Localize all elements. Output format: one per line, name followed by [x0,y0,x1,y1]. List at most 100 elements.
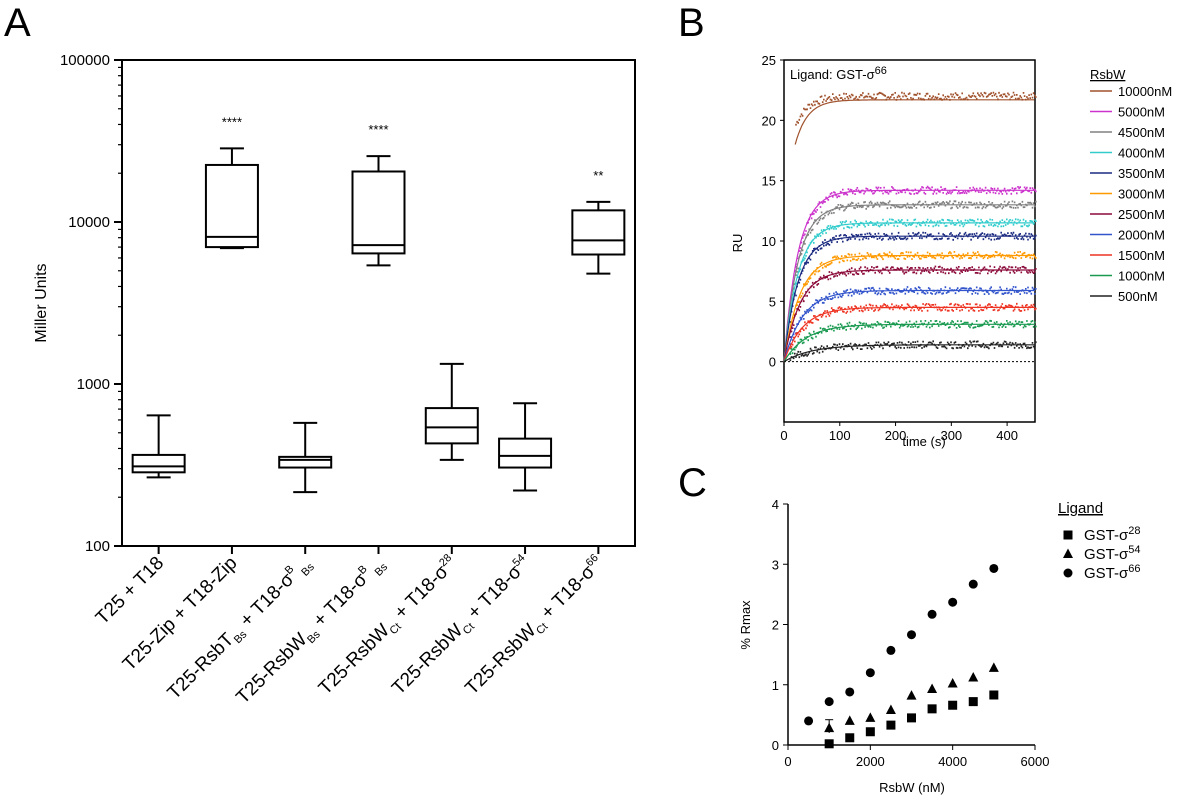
y-axis-label-c: % Rmax [738,600,753,650]
x-tick-label-b: 200 [885,428,907,443]
legend-label-b: 3500nM [1118,166,1165,181]
legend-marker-c [1063,530,1073,540]
y-axis-label-a: Miller Units [33,263,50,342]
x-axis-label-b: time (s) [902,434,945,449]
x-tick-label-b: 400 [996,428,1018,443]
fit-curve [783,204,1035,362]
significance-label: ** [593,168,603,183]
triangle-point [927,683,938,693]
square-point [948,700,958,710]
fit-curve [783,306,1035,362]
y-tick-label-c: 3 [772,557,779,572]
triangle-point [947,678,958,688]
square-point [824,739,834,749]
legend-label-b: 500nM [1118,289,1158,304]
plot-frame-b [783,59,1036,423]
x-tick-label-b: 0 [780,428,787,443]
circle-point [845,687,855,697]
triangle-point [885,704,896,715]
y-tick-label-b: 0 [769,355,776,370]
square-point [845,733,855,743]
box-iqr [498,437,553,469]
triangle-point [844,715,855,725]
square-point [865,727,875,737]
circle-point [865,668,875,678]
fit-curve [783,189,1035,362]
triangle-point [865,712,876,722]
box-iqr [571,209,626,256]
circle-point [927,609,937,619]
y-tick-label-b: 25 [762,53,776,68]
panel-label-b: B [678,1,705,45]
data-points [789,265,1037,338]
square-point [989,690,999,700]
circle-point [824,697,834,707]
data-points [789,231,1037,323]
legend-label-b: 1500nM [1118,248,1165,263]
y-tick-label-a: 100000 [60,52,110,69]
x-tick-label-b: 100 [829,428,851,443]
circle-point [968,579,978,589]
legend-title-b: RsbW [1090,67,1126,82]
circle-point [948,597,958,607]
ligand-annotation-b: Ligand: GST-σ66 [790,65,887,82]
category-label: T25-RsbWBs + T18-σB Bs [232,552,391,711]
legend-marker-c [1063,548,1073,558]
y-tick-label-b: 20 [762,113,776,128]
legend-label-b: 2500nM [1118,207,1165,222]
triangle-point [968,672,979,682]
legend-label-c: GST-σ66 [1084,563,1141,582]
data-points [789,302,1037,350]
data-points [789,319,1037,355]
y-tick-label-c: 1 [772,678,779,693]
category-label: T25-RsbTBs + T18-σB Bs [163,552,317,706]
triangle-point [988,662,999,672]
box-iqr [424,407,479,445]
y-tick-label-c: 4 [772,497,779,512]
legend-label-b: 5000nM [1118,105,1165,120]
x-tick-label-c: 6000 [1021,754,1050,769]
x-tick-label-c: 2000 [856,754,885,769]
legend-label-b: 4000nM [1118,146,1165,161]
legend-label-b: 2000nM [1118,228,1165,243]
y-tick-label-a: 10000 [68,214,110,231]
category-label: T25-RsbWCt + T18-σ66 [461,552,610,701]
circle-point [989,563,999,573]
y-tick-label-b: 15 [762,174,776,189]
y-tick-label-c: 0 [772,738,779,753]
triangle-point [906,690,917,700]
x-tick-label-b: 300 [940,428,962,443]
box-iqr [351,170,406,255]
square-point [927,704,937,714]
y-tick-label-b: 10 [762,234,776,249]
category-label: T25-RsbWCt + T18-σ54 [387,552,536,701]
legend-title-c: Ligand [1058,500,1103,517]
significance-label: **** [368,122,388,137]
box-iqr [131,453,186,474]
circle-point [886,645,896,655]
box-iqr [204,163,259,249]
x-tick-label-c: 0 [784,754,791,769]
rmax-panel: % Rmax RsbW (nM) Ligand 0 2000 4000 6000 0 1 2… [738,497,1141,795]
y-tick-label-a: 1000 [77,376,110,393]
fit-curve [794,99,1035,145]
y-axis-label-b: RU [730,234,745,253]
legend-label-b: 10000nM [1118,84,1172,99]
legend-marker-c [1063,568,1073,578]
square-point [907,713,916,723]
y-tick-label-c: 2 [772,618,779,633]
legend-label-b: 4500nM [1118,125,1165,140]
square-point [886,720,896,730]
significance-label: **** [222,114,242,129]
y-tick-label-a: 100 [85,538,110,555]
data-points [789,286,1037,345]
legend-label-c: GST-σ54 [1084,544,1141,563]
circle-point [907,630,916,640]
circle-point [804,716,814,726]
panel-label-a: A [4,1,31,45]
x-tick-label-c: 4000 [938,754,967,769]
box-iqr [278,455,333,469]
x-axis-label-c: RsbW (nM) [879,780,945,795]
category-label: T25 + T18 [92,553,168,629]
